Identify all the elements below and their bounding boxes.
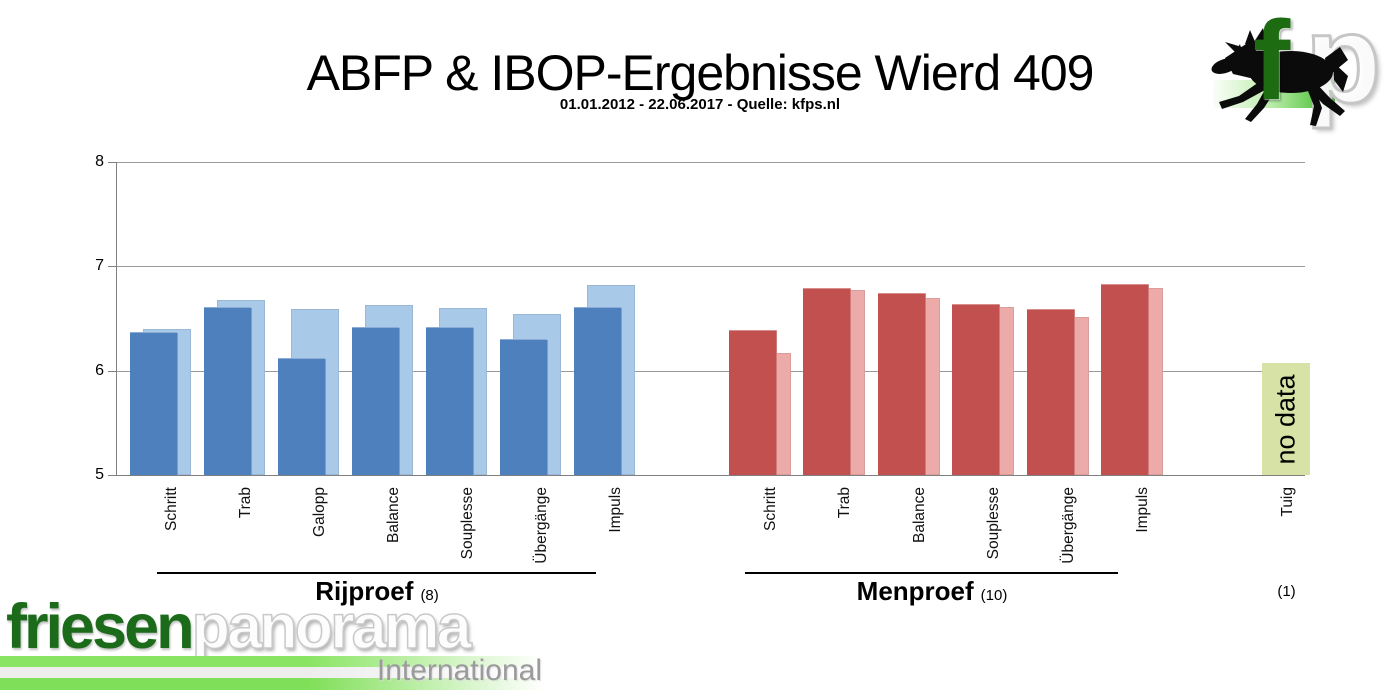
chart-title: ABFP & IBOP-Ergebnisse Wierd 409 <box>306 45 1095 101</box>
bar-Rijproef-Balance-front <box>352 326 400 475</box>
chart-subtitle: 01.01.2012 - 22.06.2017 - Quelle: kfps.n… <box>559 96 841 113</box>
group-underline-Rijproef <box>157 572 596 574</box>
bar-Menproef-Schritt-front <box>729 329 777 475</box>
gridline-6 <box>116 370 1305 372</box>
logo-stripe-silver <box>0 667 560 678</box>
y-tick-8 <box>108 162 116 163</box>
bar-Menproef-Balance-front <box>877 293 926 475</box>
logo-word-panorama: panorama <box>191 592 473 662</box>
logo-letter-f: f <box>1253 0 1291 123</box>
bar-Rijproef-Impuls-front <box>574 307 622 475</box>
no-data-bar: no data <box>1262 363 1310 475</box>
category-label-Übergänge: Übergänge <box>533 487 550 564</box>
group-count: (8) <box>420 587 439 604</box>
fp-horse-logo: p f <box>1205 0 1400 140</box>
logo-stripe-green-bottom <box>0 678 560 690</box>
y-axis-line <box>116 162 117 475</box>
bar-Rijproef-Trab-front <box>204 307 252 475</box>
bar-Menproef-Trab-front <box>803 288 852 475</box>
group-count: (1) <box>1277 583 1296 600</box>
y-tick-5 <box>108 475 116 476</box>
logo-word-international: International <box>376 654 542 687</box>
y-tick-7 <box>108 266 116 268</box>
bar-Menproef-Impuls-front <box>1101 284 1149 475</box>
x-axis-line <box>116 475 1305 476</box>
group-label-Menproef: Menproef (10) <box>782 576 1082 607</box>
category-label-Tuig: Tuig <box>1279 487 1296 517</box>
y-axis-label-7: 7 <box>95 257 104 275</box>
y-axis-label-5: 5 <box>95 466 104 483</box>
bar-Menproef-Übergänge-front <box>1026 309 1075 475</box>
logo-word-friesen: friesen <box>6 592 195 662</box>
group-name: Menproef <box>856 576 974 606</box>
category-label-Schritt: Schritt <box>762 487 779 531</box>
friesenpanorama-logo: friesenpanorama International <box>0 595 600 700</box>
gridline-8 <box>116 162 1305 163</box>
bar-Rijproef-Souplesse-front <box>426 326 474 475</box>
category-label-Schritt: Schritt <box>163 487 180 531</box>
group-label-tuig: (1) <box>1133 583 1400 601</box>
y-axis-label-8: 8 <box>95 153 104 170</box>
y-axis-label-6: 6 <box>95 361 104 379</box>
logo-stripe-green-top <box>0 656 560 667</box>
bar-Rijproef-Schritt-front <box>130 332 178 475</box>
category-label-Impuls: Impuls <box>607 487 624 533</box>
no-data-label: no data <box>1270 374 1301 465</box>
group-count: (10) <box>980 587 1008 604</box>
logo-wordmark: friesenpanorama <box>6 595 472 660</box>
category-label-Impuls: Impuls <box>1134 487 1151 533</box>
group-label-Rijproef: Rijproef (8) <box>227 576 527 607</box>
bar-Rijproef-Galopp-front <box>278 358 326 475</box>
bar-Rijproef-Übergänge-front <box>500 339 548 475</box>
horse-icon <box>1211 28 1348 126</box>
y-tick-6 <box>108 370 116 372</box>
group-name: Rijproef <box>315 576 414 606</box>
group-underline-Menproef <box>745 572 1118 574</box>
bar-Menproef-Souplesse-front <box>952 303 1001 475</box>
gridline-7 <box>116 266 1305 268</box>
